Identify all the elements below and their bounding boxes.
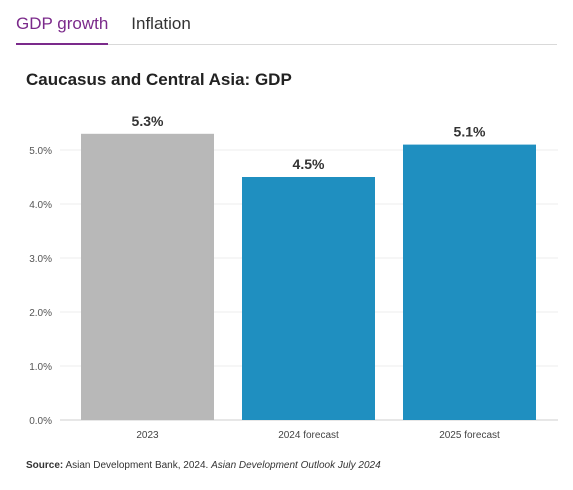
x-tick-label: 2024 forecast (278, 430, 339, 441)
y-tick-label: 3.0% (29, 254, 52, 265)
x-tick-label: 2023 (136, 430, 159, 441)
bar (242, 177, 375, 420)
y-tick-label: 0.0% (29, 416, 52, 427)
y-tick-label: 4.0% (29, 200, 52, 211)
source-note: Source: Asian Development Bank, 2024. As… (26, 460, 381, 471)
y-tick-label: 2.0% (29, 308, 52, 319)
bar-value-label: 5.3% (132, 113, 164, 129)
bar-value-label: 5.1% (454, 124, 486, 140)
x-tick-label: 2025 forecast (439, 430, 500, 441)
chart-title: Caucasus and Central Asia: GDP (26, 70, 292, 89)
source-text: Asian Development Bank, 2024. (63, 460, 212, 471)
tab-bar: GDP growth Inflation (16, 0, 557, 45)
source-label: Source: (26, 460, 64, 471)
source-publication: Asian Development Outlook July 2024 (211, 460, 381, 471)
bar-value-label: 4.5% (293, 156, 325, 172)
bar (81, 133, 214, 421)
y-tick-label: 1.0% (29, 362, 52, 373)
y-tick-label: 5.0% (29, 146, 52, 157)
gdp-bar-chart: 0.0% 1.0% 2.0% 3.0% 4.0% 5.0% 5.3% 2023 4.5% 2024… (29, 113, 558, 441)
bar (403, 144, 536, 420)
tab-inflation[interactable]: Inflation (131, 14, 191, 33)
tab-gdp-growth[interactable]: GDP growth (16, 0, 109, 45)
